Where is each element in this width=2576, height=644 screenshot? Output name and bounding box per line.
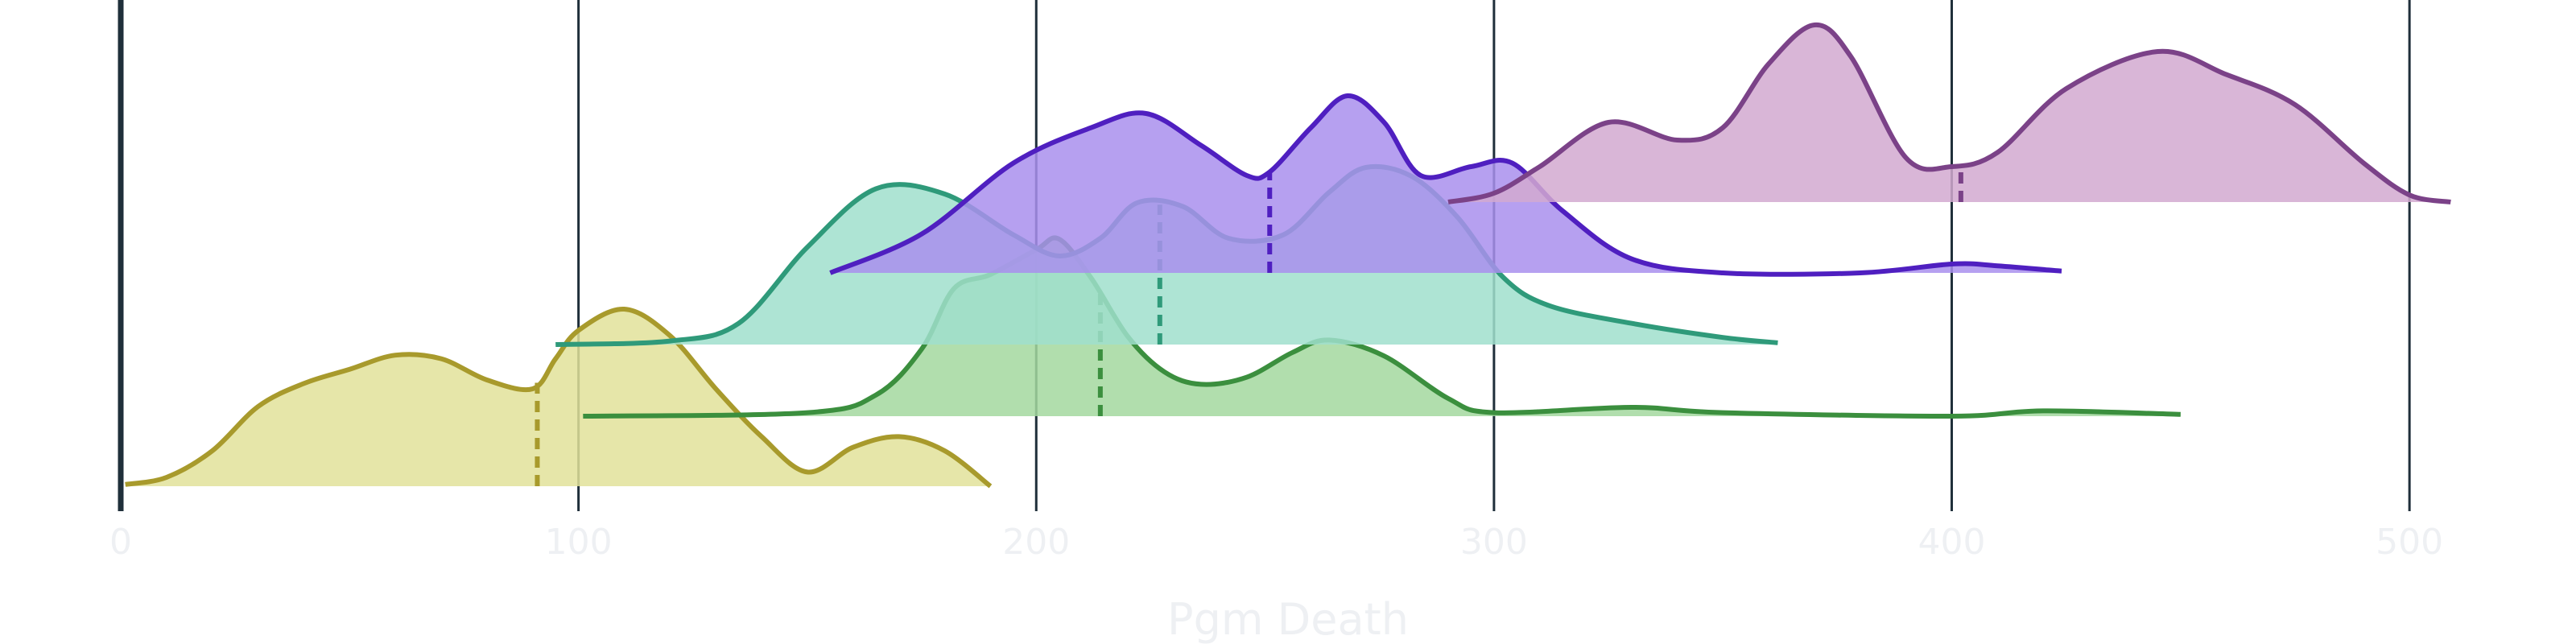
ridge-area-1: [125, 308, 991, 486]
ridge-area-4: [830, 95, 2062, 275]
x-tick-label-200: 200: [1002, 522, 1070, 563]
x-tick-label-0: 0: [109, 522, 132, 563]
ridge-line-4: [829, 93, 2062, 277]
ridge-5: [1447, 22, 2451, 204]
ridge-4: [829, 93, 2062, 277]
gridlines: [118, 0, 2411, 511]
x-tick-label-100: 100: [545, 522, 613, 563]
ridge-line-1: [125, 306, 993, 489]
x-axis-title: Pgm Death: [1167, 594, 1409, 644]
ridge-line-5: [1447, 22, 2451, 204]
x-tick-label-300: 300: [1460, 522, 1528, 563]
ridge-1: [125, 306, 993, 489]
x-tick-label-400: 400: [1918, 522, 1986, 563]
ridge-area-5: [1448, 24, 2451, 203]
x-tick-label-500: 500: [2376, 522, 2443, 563]
ridges: [125, 22, 2451, 489]
x-axis-ticks: 0 100 200 300 400 500: [109, 522, 2443, 563]
